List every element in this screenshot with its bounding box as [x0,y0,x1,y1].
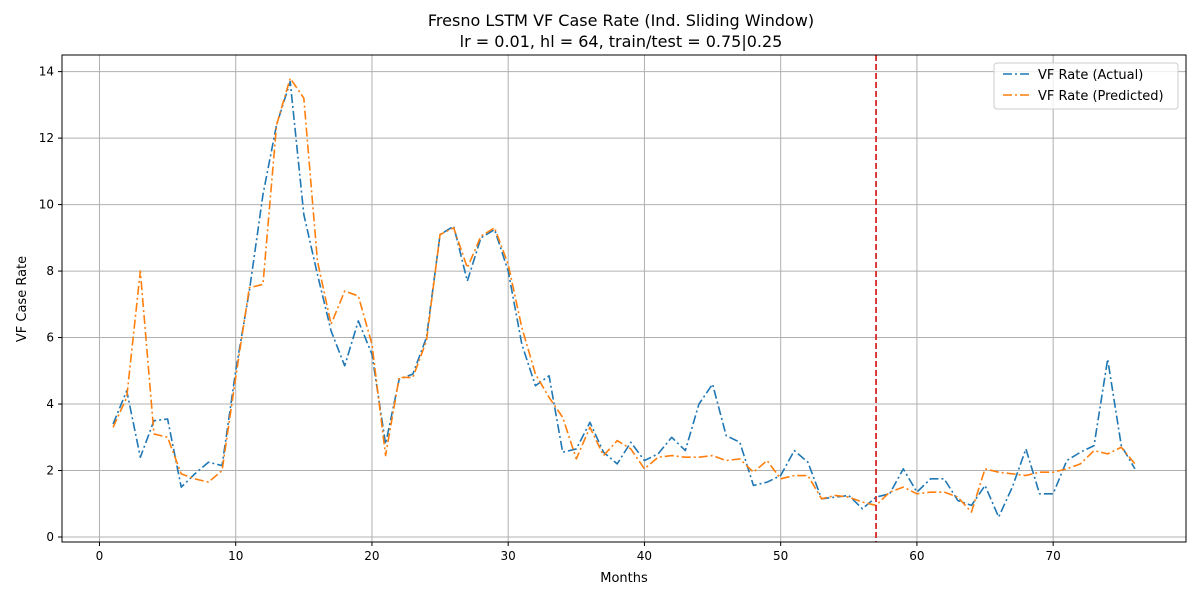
y-tick-label: 14 [39,65,54,79]
legend-label-actual: VF Rate (Actual) [1038,68,1143,83]
series-line-actual [112,80,1136,518]
legend-box [993,62,1179,110]
x-tick-label: 0 [96,549,104,563]
x-tick-label: 30 [501,549,516,563]
series-lines [112,77,1136,518]
y-tick-label: 6 [46,331,54,345]
y-tick-label: 2 [46,464,54,478]
x-tick-label: 60 [909,549,924,563]
x-tick-label: 20 [364,549,379,563]
chart-title: Fresno LSTM VF Case Rate (Ind. Sliding W… [428,11,814,30]
x-tick-label: 10 [228,549,243,563]
y-tick-label: 0 [46,530,54,544]
axis-ticks: 0 10 20 30 40 50 60 70 0 2 4 6 8 10 12 14 [39,65,1061,563]
y-axis-label: VF Case Rate [15,256,30,342]
x-tick-label: 40 [637,549,652,563]
chart-subtitle: lr = 0.01, hl = 64, train/test = 0.75|0.… [460,32,783,51]
series-line-predicted [112,77,1136,513]
x-tick-label: 50 [773,549,788,563]
legend: VF Rate (Actual) VF Rate (Predicted) [993,62,1179,110]
y-tick-label: 8 [46,264,54,278]
y-tick-label: 4 [46,397,54,411]
grid-lines [62,55,1186,542]
x-axis-label: Months [600,571,648,586]
plot-area-frame [61,54,1187,543]
legend-label-predicted: VF Rate (Predicted) [1038,89,1164,104]
x-tick-label: 70 [1046,549,1061,563]
y-tick-label: 12 [39,131,54,145]
y-tick-label: 10 [39,198,54,212]
